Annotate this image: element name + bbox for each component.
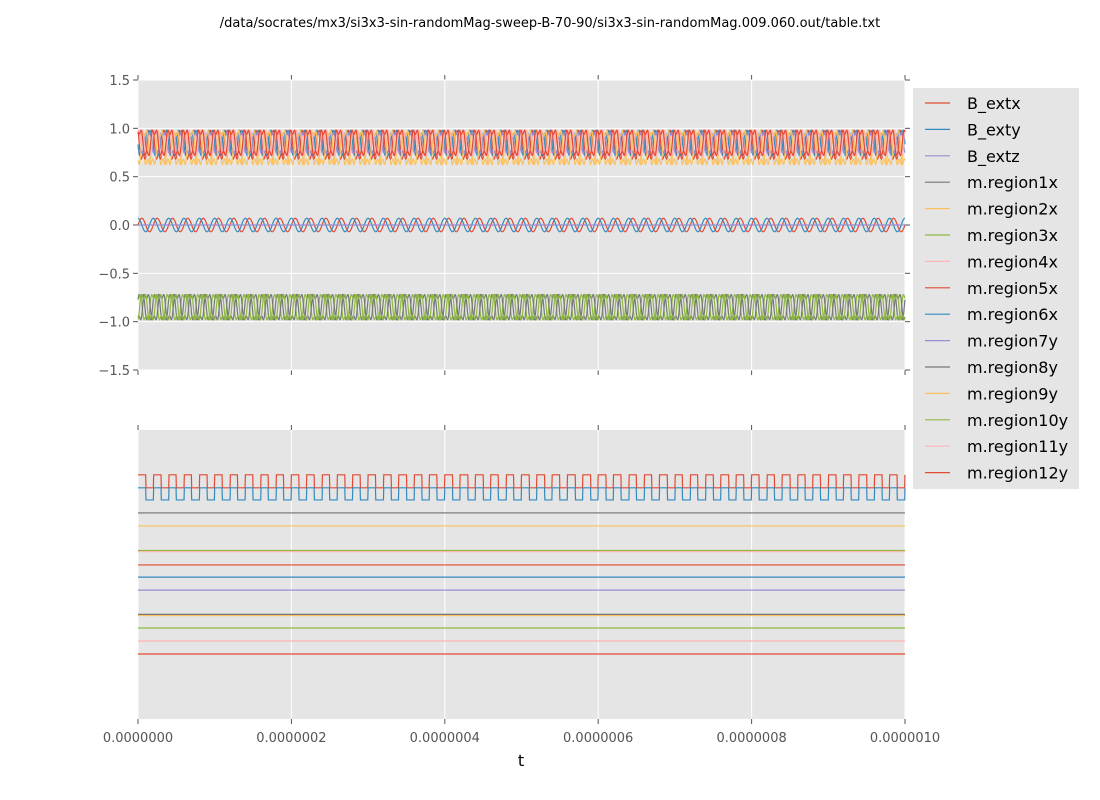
y-tick-label: 0.0	[109, 219, 130, 234]
y-tick-label: −1.5	[98, 364, 130, 379]
legend-box	[913, 88, 1079, 489]
legend-entry: m.region11y	[967, 437, 1068, 456]
series-line-m-region6x	[137, 129, 906, 157]
x-tick-label: 0.0000010	[870, 731, 940, 746]
legend-entry: m.region4x	[967, 252, 1058, 271]
series-line-b_exty	[137, 217, 906, 233]
legend-entry: m.region2x	[967, 200, 1058, 219]
legend-entry: m.region6x	[967, 305, 1058, 324]
legend-entry: m.region1x	[967, 173, 1058, 192]
y-tick-label: −1.0	[98, 316, 130, 331]
y-tick-label: 1.0	[109, 122, 130, 137]
series-line-m-region8y	[137, 293, 906, 321]
legend-entry: m.region9y	[967, 384, 1058, 403]
legend: B_extx B_exty B_extz m.region1x m.region2x m.…	[913, 88, 1079, 489]
x-tick-label: 0.0000008	[716, 731, 786, 746]
x-tick-label: 0.0000002	[256, 731, 326, 746]
chart-title: /data/socrates/mx3/si3x3-sin-randomMag-s…	[220, 16, 880, 31]
series-line-b_extx	[138, 474, 906, 489]
top-axes: 1.5 1.0 0.5 0.0 −0.5 −1.0 −1.5	[98, 74, 910, 379]
legend-entry: B_extx	[967, 94, 1021, 114]
series-line-m-region10y	[137, 293, 906, 321]
x-tick-label: 0.0000000	[103, 731, 173, 746]
y-tick-label: −0.5	[98, 267, 130, 282]
legend-entry: m.region12y	[967, 464, 1068, 483]
legend-entry: m.region5x	[967, 279, 1058, 298]
series-line-m-region3x	[137, 293, 906, 321]
x-tick-label: 0.0000004	[410, 731, 480, 746]
series-line-m-region12y	[137, 129, 906, 157]
plot-background	[138, 430, 905, 719]
legend-entry: B_exty	[967, 120, 1021, 140]
bottom-axes: 0.0000000 0.0000002 0.0000004 0.0000006 0.00…	[103, 425, 940, 746]
y-tick-label: 0.5	[109, 171, 130, 186]
legend-entry: m.region3x	[967, 226, 1058, 245]
legend-entry: m.region10y	[967, 411, 1068, 430]
series-line-b_exty	[138, 487, 906, 501]
legend-entry: B_extz	[967, 147, 1020, 167]
legend-entry: m.region8y	[967, 358, 1058, 377]
y-tick-label: 1.5	[109, 74, 130, 89]
x-axis-label: t	[518, 751, 524, 770]
x-tick-label: 0.0000006	[563, 731, 633, 746]
legend-entry: m.region7y	[967, 332, 1058, 351]
